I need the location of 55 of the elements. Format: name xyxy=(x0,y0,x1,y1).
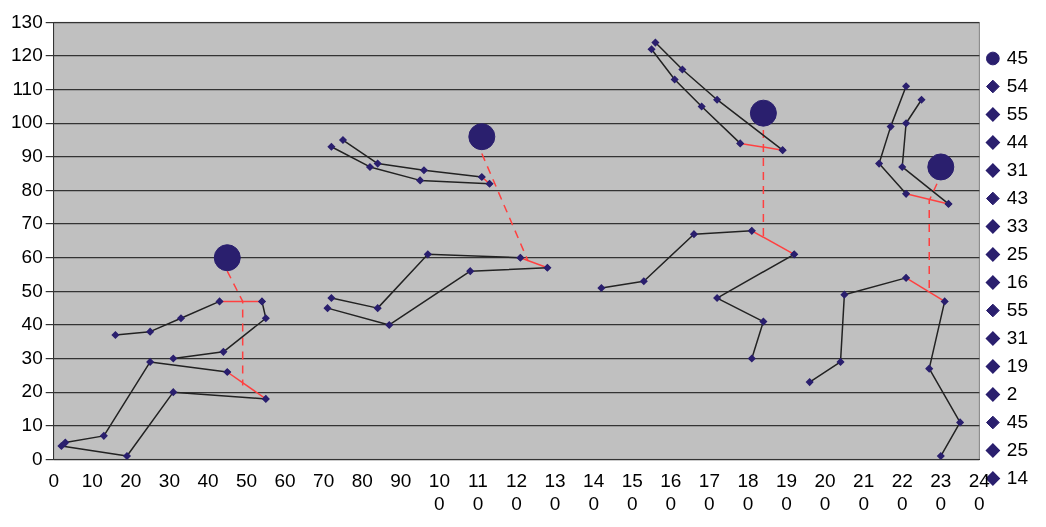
y-tick-label: 120 xyxy=(11,44,43,66)
legend-label: 25 xyxy=(1006,242,1029,264)
x-tick-label: 60 xyxy=(274,470,296,492)
x-tick-label: 12 0 xyxy=(505,470,528,514)
x-tick-label: 17 0 xyxy=(698,470,720,514)
y-tick-label: 20 xyxy=(21,380,43,402)
legend-label: 54 xyxy=(1006,74,1029,96)
legend-label: 55 xyxy=(1006,298,1029,320)
legend-label: 55 xyxy=(1006,102,1029,124)
x-tick-label: 13 0 xyxy=(544,470,566,514)
x-tick-label: 20 xyxy=(120,470,142,492)
x-tick-label: 22 0 xyxy=(891,470,913,514)
legend-label: 16 xyxy=(1006,270,1029,292)
legend-label: 25 xyxy=(1006,438,1029,460)
x-tick-label: 23 0 xyxy=(930,470,952,514)
legend-label: 45 xyxy=(1006,410,1029,432)
x-tick-label: 10 0 xyxy=(428,470,450,514)
x-tick-label: 19 0 xyxy=(775,470,798,514)
x-tick-label: 18 0 xyxy=(737,470,759,514)
x-tick-label: 10 xyxy=(81,470,103,492)
x-tick-label: 14 0 xyxy=(583,470,605,514)
x-tick-label: 11 0 xyxy=(468,470,488,514)
x-tick-label: 24 0 xyxy=(968,470,991,514)
y-tick-label: 10 xyxy=(21,414,43,436)
y-tick-label: 50 xyxy=(21,279,43,301)
x-tick-label: 70 xyxy=(313,470,335,492)
y-tick-label: 90 xyxy=(21,145,43,167)
legend-label: 31 xyxy=(1006,326,1029,348)
legend-label: 31 xyxy=(1006,158,1029,180)
x-tick-label: 20 0 xyxy=(814,470,836,514)
legend-label: 45 xyxy=(1006,46,1029,68)
x-tick-label: 21 0 xyxy=(853,470,875,514)
y-tick-label: 0 xyxy=(32,447,43,469)
x-tick-label: 80 xyxy=(351,470,373,492)
y-tick-label: 110 xyxy=(12,77,43,99)
legend-label: 14 xyxy=(1006,466,1029,488)
x-tick-label: 0 xyxy=(48,470,59,492)
legend-label: 2 xyxy=(1006,382,1018,404)
y-tick-label: 60 xyxy=(21,245,43,267)
y-tick-label: 80 xyxy=(21,178,43,200)
x-tick-label: 90 xyxy=(390,470,412,492)
x-tick-label: 15 0 xyxy=(621,470,643,514)
legend-label: 43 xyxy=(1006,186,1029,208)
y-tick-label: 40 xyxy=(21,313,43,335)
x-tick-label: 30 xyxy=(158,470,180,492)
legend-label: 33 xyxy=(1006,214,1029,236)
y-tick-label: 30 xyxy=(21,346,43,368)
x-tick-label: 50 xyxy=(235,470,258,492)
legend-label: 19 xyxy=(1006,354,1029,376)
x-tick-label: 16 0 xyxy=(660,470,682,514)
y-tick-label: 70 xyxy=(21,212,43,234)
x-tick-label: 40 xyxy=(197,470,219,492)
legend-label: 44 xyxy=(1006,130,1029,152)
y-tick-label: 100 xyxy=(11,111,43,133)
y-tick-label: 130 xyxy=(11,10,43,32)
